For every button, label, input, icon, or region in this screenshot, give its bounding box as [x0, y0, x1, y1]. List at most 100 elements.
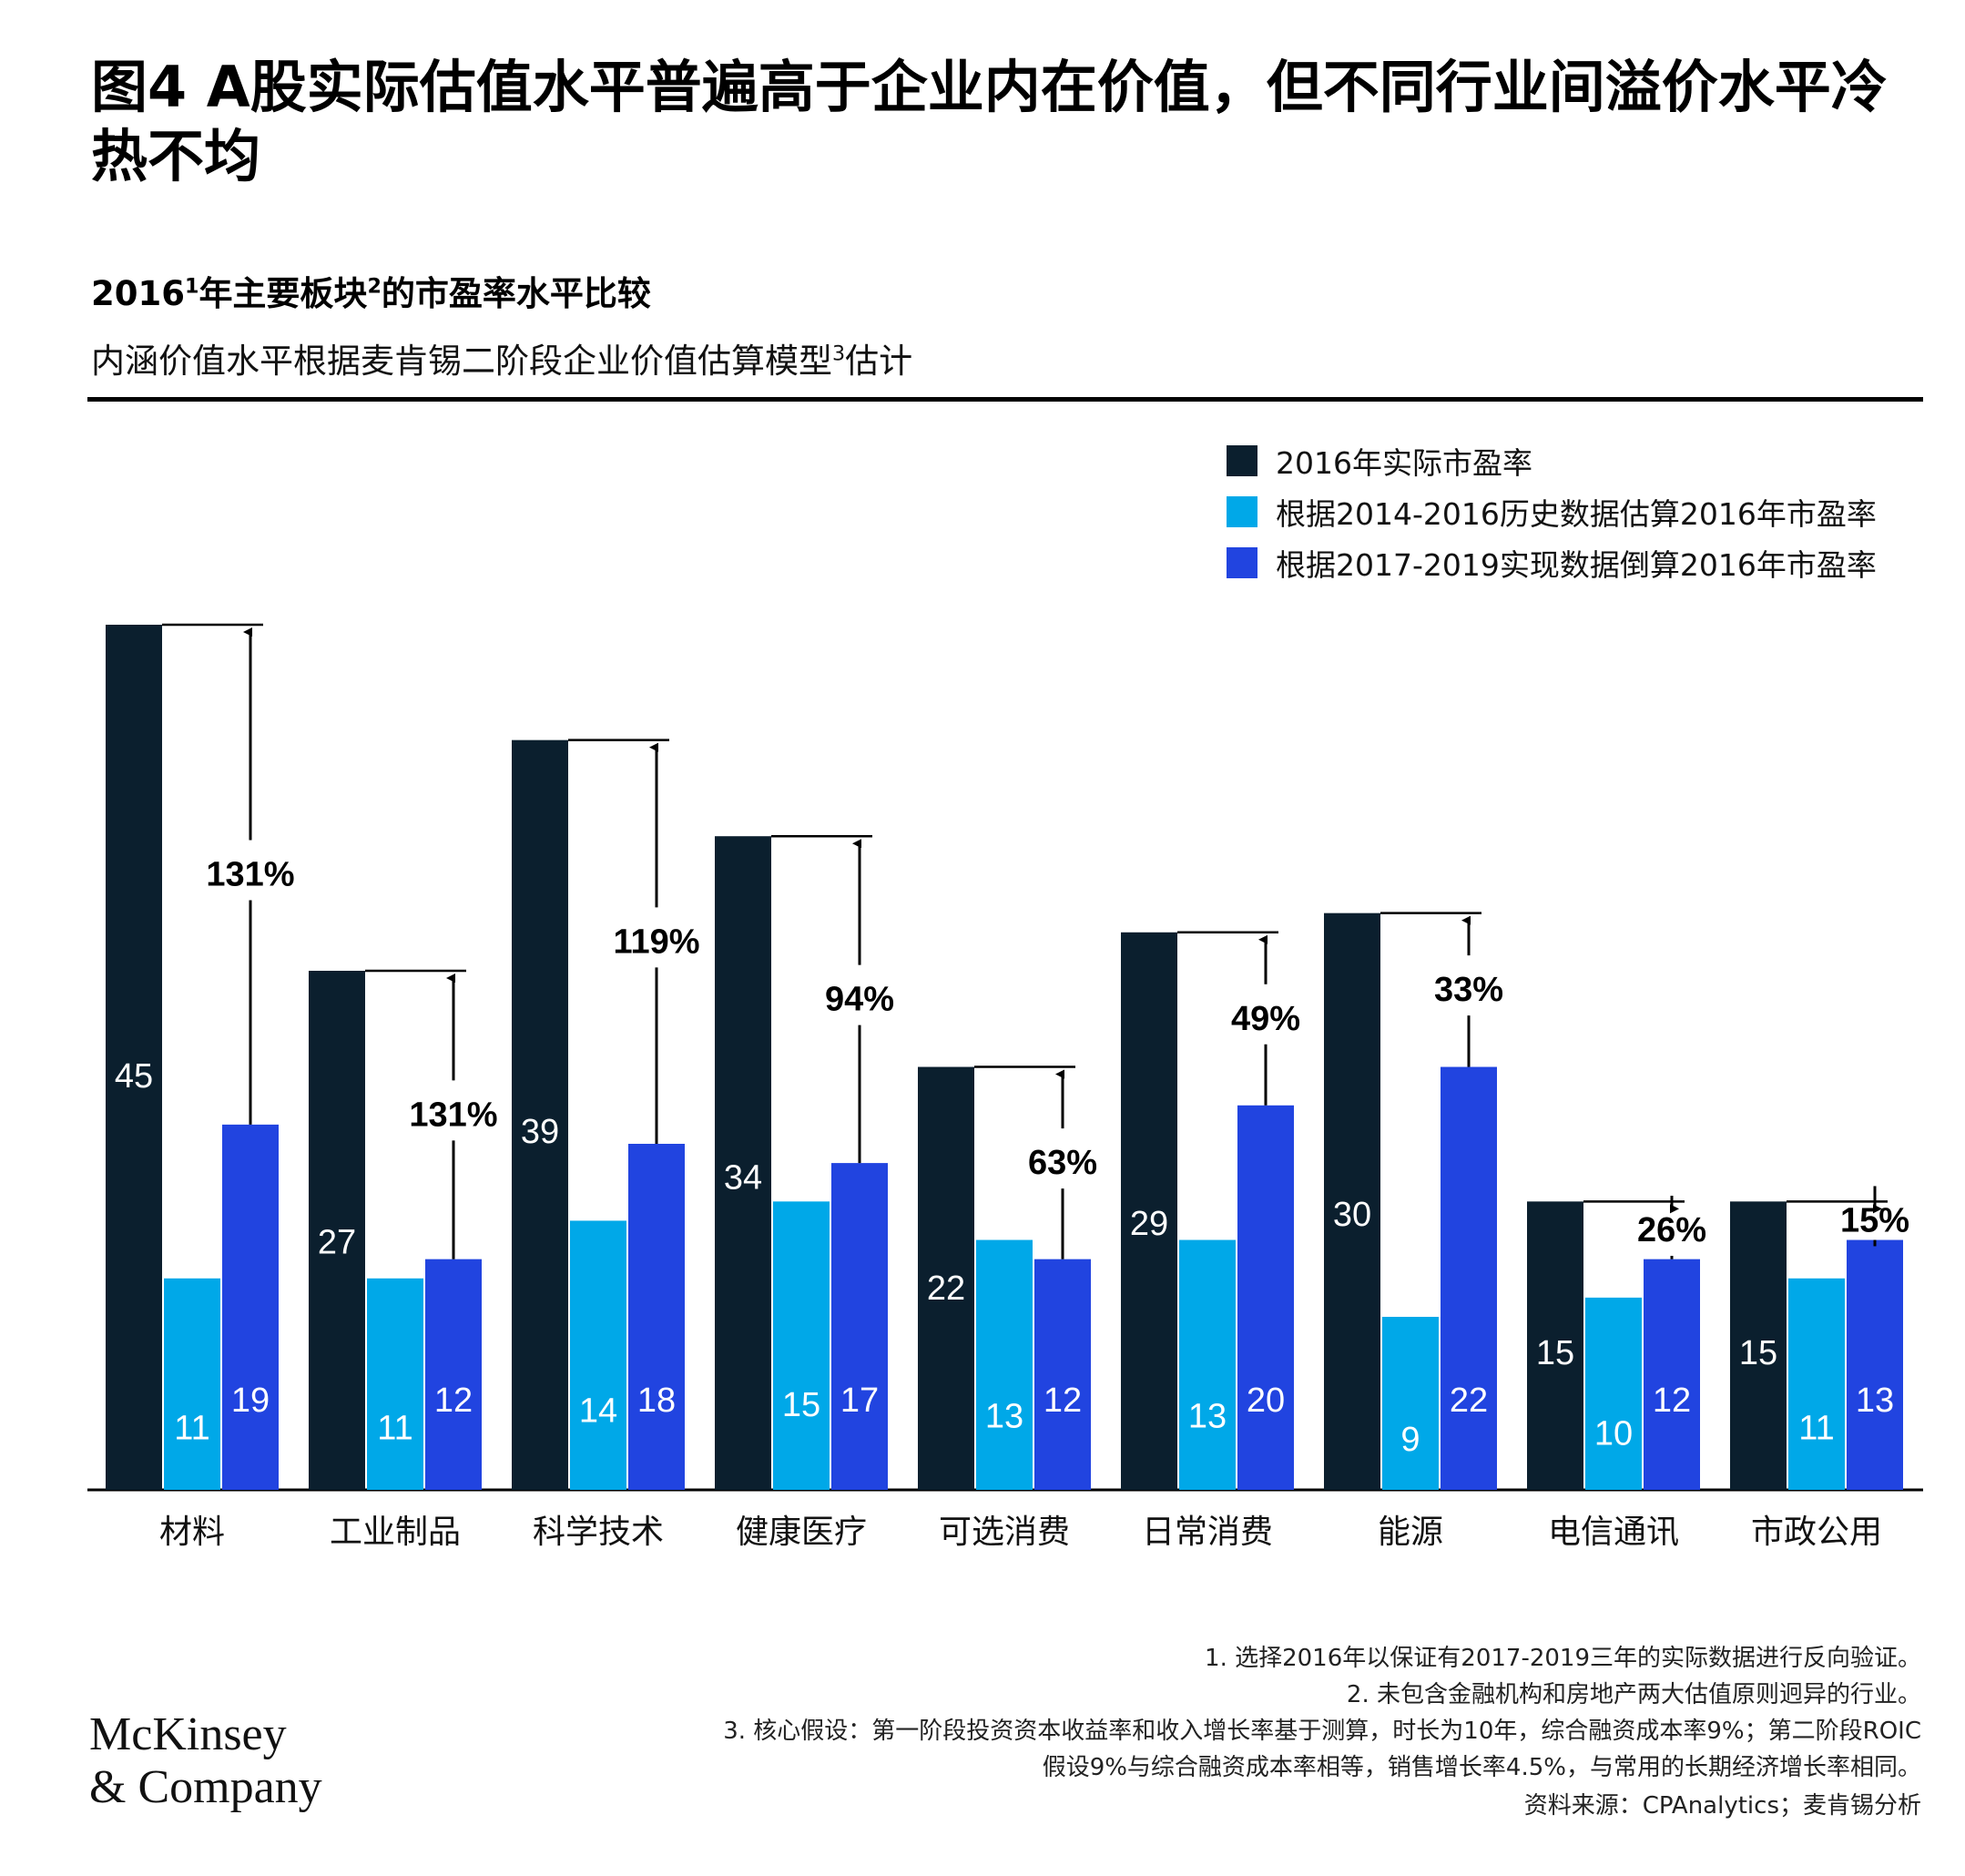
bar-series-1 [1324, 913, 1380, 1490]
bar-series-2 [570, 1220, 626, 1490]
footnote-1: 1. 选择2016年以保证有2017-2019三年的实际数据进行反向验证。 [1205, 1645, 1921, 1672]
subtitle2-main: 内涵价值水平根据麦肯锡二阶段企业价值估算模型 [91, 342, 832, 381]
bar-series-2 [976, 1239, 1033, 1490]
category-group: 30 9 22 33% 能源 [1324, 912, 1503, 1551]
premium-label: 26% [1637, 1211, 1706, 1249]
bar-series-2 [164, 1278, 220, 1490]
bar-series-2 [1382, 1317, 1439, 1490]
category-group: 15 11 13 15% 市政公用 [1730, 1186, 1909, 1551]
bar-value-label: 15 [1536, 1334, 1574, 1372]
x-tick-label: 可选消费 [939, 1514, 1070, 1551]
legend-item-implied: 根据2017-2019实现数据倒算2016年市盈率 [1227, 537, 1877, 588]
bar-series-3 [1034, 1259, 1091, 1490]
legend-label-historical: 根据2014-2016历史数据估算2016年市盈率 [1276, 496, 1877, 532]
bar-value-label: 29 [1130, 1205, 1168, 1243]
bar-series-3 [1441, 1066, 1497, 1490]
category-group: 45 11 19 131% 材料 [106, 623, 295, 1551]
mckinsey-logo: McKinsey & Company [89, 1708, 322, 1814]
bar-series-1 [1730, 1201, 1787, 1490]
x-tick-label: 能源 [1378, 1514, 1443, 1551]
page-title: 图4 A股实际估值水平普遍高于企业内在价值，但不同行业间溢价水平冷热不均 [91, 54, 1888, 189]
bar-value-label: 34 [724, 1158, 762, 1197]
chart-subtitle-secondary: 内涵价值水平根据麦肯锡二阶段企业价值估算模型3估计 [91, 333, 912, 382]
subtitle-middle: 年主要板块 [199, 274, 368, 313]
bar-series-3 [1847, 1239, 1903, 1490]
bar-series-1 [1527, 1201, 1583, 1490]
premium-label: 15% [1840, 1201, 1909, 1239]
bar-series-1 [106, 625, 162, 1490]
subtitle-footnote-2: 2 [367, 274, 382, 299]
bar-value-label: 13 [1188, 1398, 1227, 1436]
bar-value-label: 15 [782, 1386, 820, 1424]
category-group: 29 13 20 49% 日常消费 [1121, 931, 1300, 1551]
bar-value-label: 17 [840, 1382, 879, 1420]
subtitle-end: 的市盈率水平比较 [381, 274, 651, 313]
bar-series-1 [1121, 932, 1177, 1490]
category-group: 34 15 17 94% 健康医疗 [715, 834, 894, 1551]
bar-value-label: 22 [1450, 1382, 1488, 1420]
legend-label-implied: 根据2017-2019实现数据倒算2016年市盈率 [1276, 547, 1877, 583]
category-group: 15 10 12 26% 电信通讯 [1527, 1196, 1706, 1551]
bar-series-1 [918, 1066, 974, 1490]
bar-value-label: 11 [174, 1409, 209, 1447]
x-tick-label: 工业制品 [330, 1514, 461, 1551]
subtitle2-footnote-3: 3 [832, 342, 846, 366]
bar-series-2 [1788, 1278, 1845, 1490]
premium-label: 63% [1028, 1144, 1097, 1182]
bar-series-3 [628, 1144, 685, 1490]
legend-label-actual: 2016年实际市盈率 [1276, 445, 1532, 481]
legend-item-actual: 2016年实际市盈率 [1227, 435, 1877, 486]
bar-series-2 [773, 1201, 830, 1490]
footnote-3a: 3. 核心假设：第一阶段投资资本收益率和收入增长率基于测算，时长为10年，综合融… [723, 1718, 1921, 1745]
bar-series-3 [222, 1124, 279, 1490]
header-rule [87, 397, 1923, 402]
premium-label: 119% [613, 923, 699, 961]
footnote-3b: 假设9%与综合融资成本率相等，销售增长率4.5%，与常用的长期经济增长率相同。 [1042, 1754, 1921, 1781]
bar-value-label: 18 [637, 1382, 676, 1420]
legend-item-historical: 根据2014-2016历史数据估算2016年市盈率 [1227, 486, 1877, 537]
bar-series-2 [367, 1278, 423, 1490]
bar-value-label: 14 [579, 1392, 617, 1430]
bar-series-3 [831, 1163, 888, 1490]
bar-value-label: 22 [927, 1269, 965, 1308]
x-tick-label: 材料 [159, 1514, 225, 1551]
bar-value-label: 12 [1044, 1382, 1082, 1420]
bar-value-label: 11 [377, 1409, 412, 1447]
premium-label: 94% [825, 981, 894, 1019]
source-note: 资料来源：CPAnalytics；麦肯锡分析 [1523, 1792, 1921, 1820]
bar-value-label: 12 [434, 1382, 473, 1420]
premium-label: 33% [1434, 971, 1503, 1009]
chart-legend: 2016年实际市盈率 根据2014-2016历史数据估算2016年市盈率 根据2… [1227, 435, 1877, 588]
bar-value-label: 20 [1247, 1382, 1285, 1420]
bar-series-1 [715, 836, 771, 1490]
x-tick-label: 电信通讯 [1548, 1514, 1679, 1551]
bar-value-label: 19 [231, 1382, 270, 1420]
x-tick-label: 市政公用 [1751, 1514, 1882, 1551]
bar-value-label: 9 [1400, 1421, 1420, 1459]
bar-series-2 [1585, 1297, 1642, 1490]
premium-label: 131% [206, 855, 294, 893]
bar-value-label: 15 [1739, 1334, 1777, 1372]
bar-series-2 [1179, 1239, 1236, 1490]
x-tick-label: 日常消费 [1142, 1514, 1273, 1551]
legend-swatch-historical [1227, 496, 1257, 527]
bar-value-label: 11 [1798, 1409, 1834, 1447]
category-group: 22 13 12 63% 可选消费 [918, 1065, 1097, 1551]
premium-label: 131% [409, 1096, 497, 1134]
bar-value-label: 12 [1653, 1382, 1691, 1420]
bar-value-label: 13 [1856, 1382, 1894, 1420]
x-tick-label: 科学技术 [533, 1514, 664, 1551]
legend-swatch-implied [1227, 547, 1257, 578]
category-group: 27 11 12 131% 工业制品 [309, 969, 498, 1551]
subtitle-year: 2016 [91, 274, 185, 313]
bar-value-label: 13 [985, 1398, 1023, 1436]
bar-chart: 45 11 19 131% 材料 27 11 12 131% 工业制品 39 14 18 119% 科学技术… [87, 623, 1923, 1551]
bar-series-3 [425, 1259, 482, 1490]
bar-series-1 [309, 971, 365, 1490]
bar-series-3 [1237, 1105, 1294, 1490]
premium-label: 49% [1231, 1000, 1300, 1038]
footnote-2: 2. 未包含金融机构和房地产两大估值原则迥异的行业。 [1346, 1681, 1921, 1708]
bar-value-label: 30 [1333, 1196, 1371, 1234]
bar-series-3 [1644, 1259, 1700, 1490]
logo-line-1: McKinsey [89, 1708, 287, 1760]
